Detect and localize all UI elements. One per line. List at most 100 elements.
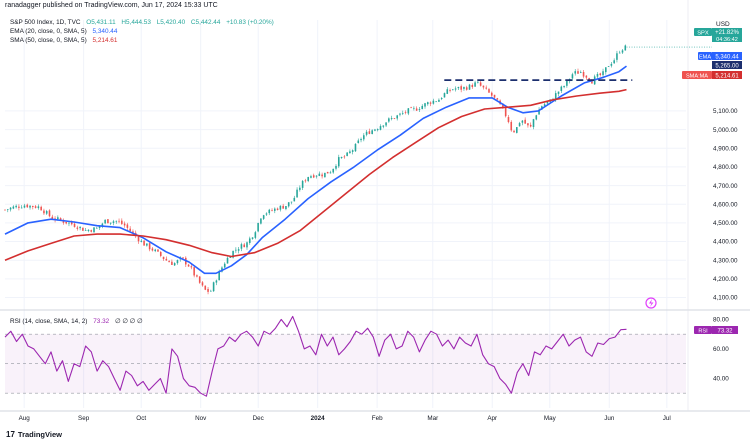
time-tick-label: Sep bbox=[78, 415, 90, 422]
candle-body bbox=[340, 157, 343, 158]
rsi-path bbox=[4, 315, 627, 397]
candle-body bbox=[198, 276, 201, 283]
candle-body bbox=[388, 118, 390, 122]
candle-body bbox=[190, 266, 193, 268]
rsi-legend-label: RSI (14, close, SMA, 14, 2) bbox=[10, 318, 88, 325]
candle-body bbox=[440, 98, 443, 100]
time-tick-label: Oct bbox=[136, 415, 146, 422]
candle-body bbox=[12, 206, 15, 209]
candle-body bbox=[360, 138, 362, 141]
candle-body bbox=[432, 100, 435, 104]
candle-body bbox=[415, 108, 418, 111]
currency-label: USD bbox=[716, 21, 730, 28]
candle-body bbox=[418, 109, 421, 110]
candle-body bbox=[176, 260, 179, 264]
candle-body bbox=[599, 73, 602, 75]
candle-body bbox=[607, 66, 610, 67]
candle-body bbox=[118, 220, 120, 222]
candle-body bbox=[299, 187, 301, 190]
sma-tag-bg bbox=[682, 71, 712, 79]
candle-body bbox=[146, 243, 148, 246]
candle-body bbox=[349, 151, 351, 153]
ema-legend: EMA (20, close, 0, SMA, 5) 5,340.44 bbox=[10, 28, 117, 36]
candle-body bbox=[210, 290, 212, 292]
candle-body bbox=[73, 223, 76, 227]
candle-body bbox=[335, 165, 337, 169]
sma-50-line bbox=[4, 88, 627, 261]
candle-body bbox=[485, 87, 488, 89]
candle-body bbox=[182, 257, 184, 259]
candle-body bbox=[557, 91, 560, 94]
candle-body bbox=[376, 129, 379, 131]
sma-legend: SMA (50, close, 0, SMA, 5) 5,214.61 bbox=[10, 37, 117, 45]
rsi-tick-label: 60.00 bbox=[713, 346, 729, 353]
candle-body bbox=[577, 71, 579, 74]
candle-body bbox=[516, 127, 518, 133]
candle-body bbox=[95, 227, 98, 229]
rsi-tag-name: RSI bbox=[698, 328, 708, 334]
candle-body bbox=[276, 208, 279, 210]
candle-body bbox=[45, 211, 48, 214]
spx-pct: +21.82% bbox=[715, 30, 740, 36]
candle-body bbox=[393, 118, 396, 119]
candle-body bbox=[315, 175, 318, 177]
candle-body bbox=[143, 240, 145, 246]
candle-body bbox=[260, 218, 262, 224]
sma-legend-label: SMA (50, close, 0, SMA, 5) bbox=[10, 37, 87, 44]
candle-body bbox=[605, 67, 607, 73]
candle-body bbox=[262, 215, 265, 219]
footer-brand[interactable]: 17 TradingView bbox=[6, 430, 62, 439]
ema-20-line bbox=[4, 65, 627, 275]
time-tick-label: Nov bbox=[195, 415, 207, 422]
candle-body bbox=[243, 244, 246, 248]
candle-body bbox=[87, 229, 90, 231]
time-tick-label: Mar bbox=[427, 415, 438, 422]
ema-value-bg bbox=[712, 52, 742, 60]
candle-body bbox=[279, 205, 282, 210]
rsi-value-bg bbox=[712, 326, 738, 334]
candle-body bbox=[368, 131, 371, 134]
candle-body bbox=[326, 171, 329, 174]
candle-body bbox=[363, 135, 365, 140]
rsi-legend-extra: ∅ ∅ ∅ ∅ bbox=[115, 318, 143, 325]
candle-body bbox=[357, 140, 360, 144]
candle-body bbox=[596, 74, 599, 77]
lightning-icon[interactable] bbox=[645, 297, 657, 309]
candle-body bbox=[57, 217, 59, 220]
candle-body bbox=[15, 205, 17, 208]
time-tick-label: Feb bbox=[372, 415, 383, 422]
candle-body bbox=[293, 197, 296, 202]
candle-body bbox=[474, 82, 476, 87]
candle-body bbox=[43, 210, 45, 214]
sma-tag-name: SMA:MA bbox=[686, 73, 708, 79]
candle-body bbox=[504, 107, 507, 117]
candle-body bbox=[582, 72, 585, 77]
candle-body bbox=[265, 213, 268, 215]
price-tick-label: 4,500.00 bbox=[713, 220, 738, 227]
candle-body bbox=[248, 238, 251, 243]
candle-body bbox=[107, 219, 109, 224]
candle-body bbox=[235, 249, 237, 251]
sma-legend-value: 5,214.61 bbox=[92, 37, 118, 44]
candle-body bbox=[624, 45, 627, 51]
price-tags: SPX +21.82% 04:36:42 EMA 5,340.44 5,265.… bbox=[645, 28, 742, 334]
candle-body bbox=[187, 264, 190, 267]
candle-body bbox=[527, 123, 529, 126]
candle-body bbox=[18, 206, 20, 208]
candle-body bbox=[76, 227, 79, 229]
candle-body bbox=[390, 118, 393, 120]
candle-body bbox=[424, 103, 426, 107]
candle-body bbox=[546, 102, 549, 104]
candle-body bbox=[621, 50, 624, 53]
candle-body bbox=[287, 202, 290, 207]
candle-body bbox=[477, 81, 479, 83]
candle-body bbox=[93, 227, 95, 233]
candle-body bbox=[101, 223, 104, 226]
candle-body bbox=[343, 156, 346, 158]
candle-body bbox=[304, 180, 307, 182]
candle-body bbox=[140, 240, 143, 242]
candle-body bbox=[112, 221, 115, 223]
candle-body bbox=[285, 205, 287, 210]
price-tick-label: 4,600.00 bbox=[713, 201, 738, 208]
candle-body bbox=[240, 244, 243, 249]
